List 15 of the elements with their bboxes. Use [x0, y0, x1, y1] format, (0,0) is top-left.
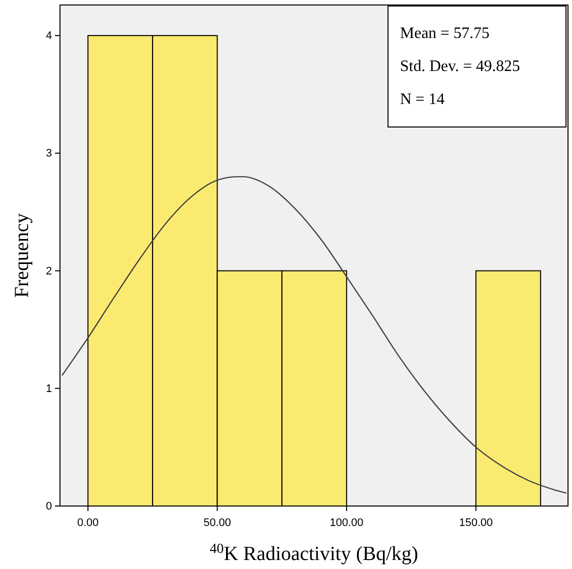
y-tick-label: 2 — [46, 265, 52, 278]
y-tick-label: 0 — [46, 500, 52, 513]
annotation: Std. Dev. = 49.825 — [400, 58, 520, 75]
annotation: Mean = 57.75 — [400, 25, 490, 42]
y-tick-label: 3 — [46, 148, 52, 160]
y-tick-label: 4 — [46, 30, 52, 42]
x-axis-title: $^{40}$K Radioactivity (Bq/kg) — [210, 542, 418, 565]
y-axis-title: Frequency — [11, 213, 33, 298]
x-tick-label: 50.00 — [203, 517, 232, 530]
x-tick-label: 150.00 — [459, 517, 493, 530]
y-tick-label: 1 — [46, 382, 52, 395]
x-tick-label: 0.00 — [77, 517, 99, 530]
annotation: N = 14 — [400, 91, 445, 108]
line-series — [61, 176, 568, 494]
x-tick-label: 100.00 — [330, 517, 364, 530]
